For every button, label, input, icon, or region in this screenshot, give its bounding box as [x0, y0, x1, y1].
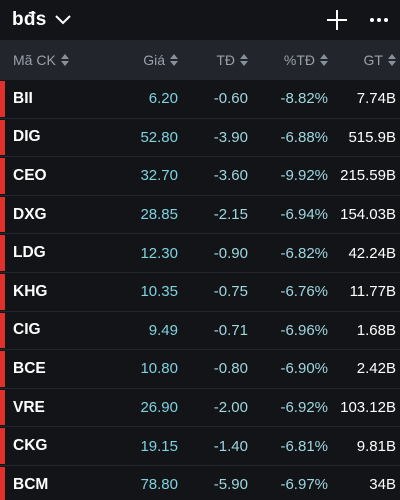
- down-indicator: [0, 428, 5, 464]
- watchlist-title[interactable]: bđs: [12, 9, 47, 30]
- table-row[interactable]: BII 6.20 -0.60 -8.82% 7.74B: [0, 80, 400, 119]
- down-indicator: [0, 81, 5, 117]
- down-indicator: [0, 389, 5, 426]
- price-cell: 10.80: [140, 360, 178, 378]
- table-row[interactable]: DIG 52.80 -3.90 -6.88% 515.9B: [0, 119, 400, 158]
- down-indicator: [0, 466, 5, 500]
- table-row[interactable]: CKG 19.15 -1.40 -6.81% 9.81B: [0, 427, 400, 466]
- pct-cell: -6.81%: [280, 437, 328, 455]
- pct-cell: -6.94%: [280, 206, 328, 224]
- change-cell: -3.90: [213, 128, 248, 146]
- value-cell: 154.03B: [340, 206, 396, 224]
- change-cell: -0.80: [213, 360, 248, 378]
- value-cell: 34B: [369, 476, 396, 494]
- column-header: Mã CK Giá TĐ %TĐ GT: [0, 40, 400, 80]
- header-pct[interactable]: %TĐ: [248, 52, 328, 68]
- header-symbol-label: Mã CK: [13, 52, 56, 68]
- price-cell: 52.80: [140, 128, 178, 146]
- header-value[interactable]: GT: [328, 52, 400, 68]
- header-price[interactable]: Giá: [110, 52, 178, 68]
- value-cell: 515.9B: [348, 128, 396, 146]
- change-cell: -0.60: [213, 90, 248, 108]
- price-cell: 19.15: [140, 437, 178, 455]
- down-indicator: [0, 351, 5, 387]
- symbol-cell: BCE: [13, 359, 46, 377]
- price-cell: 78.80: [140, 476, 178, 494]
- price-cell: 9.49: [148, 321, 178, 339]
- value-cell: 11.77B: [349, 283, 396, 301]
- sort-icon: [240, 54, 248, 66]
- pct-cell: -6.92%: [280, 399, 328, 417]
- price-cell: 32.70: [140, 167, 178, 185]
- price-cell: 26.90: [140, 399, 178, 417]
- change-cell: -0.90: [213, 244, 248, 262]
- price-cell: 28.85: [140, 206, 178, 224]
- chevron-down-icon[interactable]: [54, 15, 71, 25]
- symbol-cell: CIG: [13, 321, 41, 339]
- table-row[interactable]: LDG 12.30 -0.90 -6.82% 42.24B: [0, 234, 400, 273]
- symbol-cell: DXG: [13, 205, 47, 223]
- symbol-cell: KHG: [13, 282, 48, 300]
- change-cell: -0.71: [213, 321, 248, 339]
- symbol-cell: BCM: [13, 475, 49, 493]
- header-value-label: GT: [363, 52, 383, 68]
- symbol-cell: DIG: [13, 128, 41, 146]
- sort-icon: [170, 54, 178, 66]
- sort-icon: [388, 54, 396, 66]
- price-cell: 10.35: [140, 283, 178, 301]
- value-cell: 103.12B: [340, 399, 396, 417]
- sort-icon: [60, 54, 69, 66]
- header-symbol[interactable]: Mã CK: [0, 52, 110, 68]
- change-cell: -3.60: [213, 167, 248, 185]
- pct-cell: -6.96%: [280, 321, 328, 339]
- stock-list: BII 6.20 -0.60 -8.82% 7.74B DIG 52.80 -3…: [0, 80, 400, 500]
- change-cell: -2.15: [213, 206, 248, 224]
- table-row[interactable]: BCE 10.80 -0.80 -6.90% 2.42B: [0, 350, 400, 389]
- top-bar: bđs: [0, 0, 400, 40]
- symbol-cell: CEO: [13, 166, 47, 184]
- sort-icon: [320, 54, 328, 66]
- plus-icon[interactable]: [326, 9, 348, 31]
- more-icon[interactable]: [370, 17, 388, 23]
- symbol-cell: CKG: [13, 437, 48, 455]
- table-row[interactable]: VRE 26.90 -2.00 -6.92% 103.12B: [0, 389, 400, 428]
- value-cell: 7.74B: [356, 90, 396, 108]
- table-row[interactable]: KHG 10.35 -0.75 -6.76% 11.77B: [0, 273, 400, 312]
- down-indicator: [0, 312, 5, 349]
- value-cell: 2.42B: [356, 360, 396, 378]
- value-cell: 9.81B: [356, 437, 396, 455]
- table-row[interactable]: CIG 9.49 -0.71 -6.96% 1.68B: [0, 312, 400, 351]
- symbol-cell: BII: [13, 89, 33, 107]
- table-row[interactable]: DXG 28.85 -2.15 -6.94% 154.03B: [0, 196, 400, 235]
- price-cell: 6.20: [148, 90, 178, 108]
- pct-cell: -8.82%: [280, 90, 328, 108]
- down-indicator: [0, 235, 5, 271]
- symbol-cell: VRE: [13, 398, 45, 416]
- down-indicator: [0, 119, 5, 156]
- header-pct-label: %TĐ: [283, 52, 315, 68]
- value-cell: 215.59B: [340, 167, 396, 185]
- header-change[interactable]: TĐ: [178, 52, 248, 68]
- header-price-label: Giá: [143, 52, 165, 68]
- pct-cell: -6.90%: [280, 360, 328, 378]
- down-indicator: [0, 273, 5, 310]
- pct-cell: -6.97%: [280, 476, 328, 494]
- down-indicator: [0, 158, 5, 194]
- pct-cell: -6.88%: [280, 128, 328, 146]
- header-change-label: TĐ: [216, 52, 235, 68]
- price-cell: 12.30: [140, 244, 178, 262]
- value-cell: 42.24B: [348, 244, 396, 262]
- pct-cell: -9.92%: [280, 167, 328, 185]
- value-cell: 1.68B: [356, 321, 396, 339]
- change-cell: -2.00: [213, 399, 248, 417]
- symbol-cell: LDG: [13, 244, 46, 262]
- table-row[interactable]: CEO 32.70 -3.60 -9.92% 215.59B: [0, 157, 400, 196]
- pct-cell: -6.82%: [280, 244, 328, 262]
- down-indicator: [0, 196, 5, 233]
- pct-cell: -6.76%: [280, 283, 328, 301]
- change-cell: -1.40: [213, 437, 248, 455]
- table-row[interactable]: BCM 78.80 -5.90 -6.97% 34B: [0, 466, 400, 500]
- change-cell: -5.90: [213, 476, 248, 494]
- change-cell: -0.75: [213, 283, 248, 301]
